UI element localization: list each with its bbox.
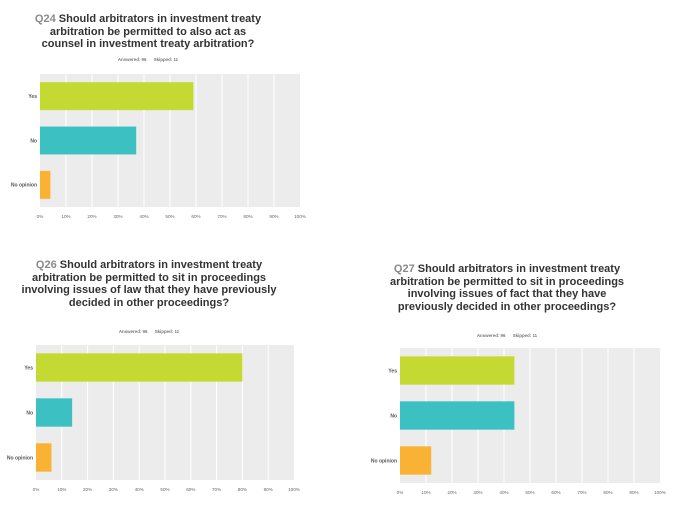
q27-tick-label: 80%: [603, 490, 612, 495]
q26-tick-label: 20%: [83, 487, 92, 492]
q27-skipped: Skipped: 11: [512, 333, 538, 338]
q27-response-counts: Answered: 96 Skipped: 11: [382, 333, 632, 338]
q26-skipped: Skipped: 11: [154, 329, 180, 334]
q24-category-label-no: No: [30, 138, 37, 144]
q26-tick-label: 70%: [212, 487, 221, 492]
q24-tick-label: 50%: [165, 214, 174, 219]
q27-chart: 0% 10% 20% 30% 40% 50% 60% 70% 80% 90% 100% Yes No No…: [371, 348, 666, 495]
q26-tick-label: 60%: [186, 487, 195, 492]
q26-tick-label: 100%: [288, 487, 300, 492]
q27-category-label-no: No: [390, 413, 397, 419]
q26-question-number: Q26: [35, 259, 57, 271]
q24-bar-no-opinion: [40, 170, 51, 199]
q27-title: Q27 Should arbitrators in investment tre…: [382, 263, 632, 313]
q26-tick-label: 10%: [57, 487, 66, 492]
q24-tick-label: 60%: [191, 214, 200, 219]
q27-bar-yes: [400, 356, 515, 385]
q24-tick-label: 90%: [269, 214, 278, 219]
q24-tick-label: 30%: [113, 214, 122, 219]
q24-tick-label: 100%: [294, 214, 306, 219]
q27-tick-label: 60%: [551, 490, 560, 495]
q27-answered: Answered: 96: [476, 333, 506, 338]
q26-bar-no: [36, 398, 73, 427]
q26-question-text: Should arbitrators in investment treaty …: [21, 259, 277, 309]
q27-tick-label: 30%: [473, 490, 482, 495]
q27-tick-label: 10%: [421, 490, 430, 495]
q27-tick-label: 0%: [397, 490, 404, 495]
q24-chart: 0% 10% 20% 30% 40% 50% 60% 70% 80% 90% 100% Yes No No…: [11, 74, 306, 219]
q24-category-label-no-opinion: No opinion: [11, 183, 37, 189]
q26-tick-label: 0%: [33, 487, 40, 492]
q24-tick-label: 10%: [61, 214, 70, 219]
q27-question-text: Should arbitrators in investment treaty …: [389, 263, 625, 313]
q24-question-text: Should arbitrators in investment treaty …: [41, 13, 262, 50]
q26-answered: Answered: 96: [118, 329, 148, 334]
q26-category-label-yes: Yes: [24, 365, 33, 371]
q27-bar-no-opinion: [400, 446, 432, 475]
q27-tick-label: 70%: [577, 490, 586, 495]
q24-tick-label: 20%: [87, 214, 96, 219]
q24-tick-label: 40%: [139, 214, 148, 219]
q24-tick-label: 0%: [37, 214, 44, 219]
q26-category-label-no-opinion: No opinion: [7, 455, 33, 461]
q26-tick-label: 80%: [238, 487, 247, 492]
q26-tick-label: 40%: [135, 487, 144, 492]
q24-question-number: Q24: [34, 13, 56, 25]
q27-tick-label: 90%: [629, 490, 638, 495]
q27-tick-label: 50%: [525, 490, 534, 495]
q24-bar-yes: [40, 82, 194, 111]
q27-tick-label: 20%: [447, 490, 456, 495]
q27-category-label-no-opinion: No opinion: [371, 458, 397, 464]
q27-category-label-yes: Yes: [388, 368, 397, 374]
q26-tick-label: 50%: [160, 487, 169, 492]
q26-tick-label: 30%: [109, 487, 118, 492]
q27-tick-label: 100%: [654, 490, 666, 495]
q26-bar-yes: [36, 353, 243, 382]
q24-bar-no: [40, 126, 137, 155]
q26-response-counts: Answered: 96 Skipped: 11: [18, 329, 280, 334]
q26-chart: 0% 10% 20% 30% 40% 50% 60% 70% 80% 90% 100% Yes No No…: [7, 345, 300, 492]
q24-tick-label: 70%: [217, 214, 226, 219]
q26-tick-label: 90%: [264, 487, 273, 492]
q27-bar-no: [400, 401, 515, 430]
q26-category-label-no: No: [26, 410, 33, 416]
q24-skipped: Skipped: 11: [153, 57, 179, 62]
q24-response-counts: Answered: 96 Skipped: 11: [28, 57, 268, 62]
q24-title: Q24 Should arbitrators in investment tre…: [28, 13, 268, 51]
q27-question-number: Q27: [393, 263, 415, 275]
q24-category-label-yes: Yes: [28, 94, 37, 100]
q26-bar-no-opinion: [36, 443, 52, 472]
q24-tick-label: 80%: [243, 214, 252, 219]
q27-tick-label: 40%: [499, 490, 508, 495]
q26-title: Q26 Should arbitrators in investment tre…: [18, 259, 280, 309]
q24-answered: Answered: 96: [117, 57, 147, 62]
